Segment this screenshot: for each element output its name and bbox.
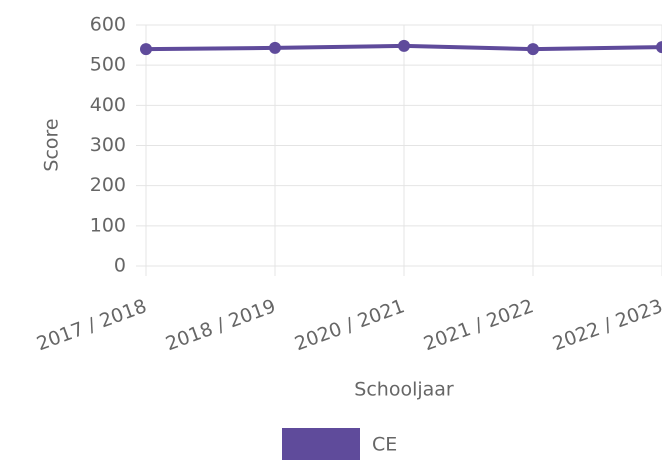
x-tick-label: 2017 / 2018 xyxy=(34,295,150,355)
data-point xyxy=(140,43,152,56)
legend-swatch xyxy=(282,428,360,460)
data-point xyxy=(398,39,410,52)
x-tick-label: 2022 / 2023 xyxy=(550,295,662,355)
x-tick-label: 2018 / 2019 xyxy=(163,295,279,355)
y-tick-label: 500 xyxy=(90,54,126,76)
data-point xyxy=(269,41,281,54)
y-tick-label: 100 xyxy=(90,214,126,236)
y-tick-label: 400 xyxy=(90,94,126,116)
y-tick-label: 300 xyxy=(90,134,126,156)
x-tick-label: 2020 / 2021 xyxy=(292,295,408,355)
data-point xyxy=(527,43,539,56)
y-tick-label: 200 xyxy=(90,174,126,196)
y-tick-label: 0 xyxy=(114,255,126,277)
x-axis-title: Schooljaar xyxy=(354,379,454,401)
x-tick-label: 2021 / 2022 xyxy=(421,295,537,355)
legend-label: CE xyxy=(372,434,397,456)
data-point xyxy=(656,41,662,54)
y-axis-title: Score xyxy=(41,118,63,171)
y-tick-label: 600 xyxy=(90,14,126,36)
